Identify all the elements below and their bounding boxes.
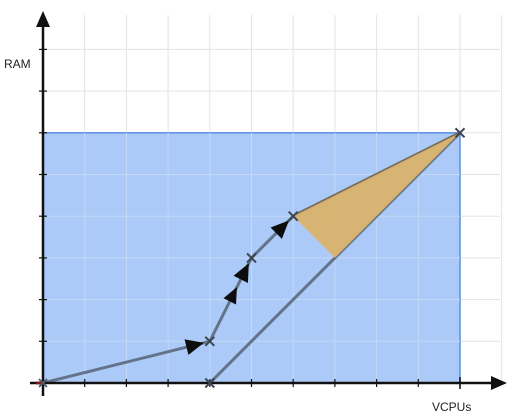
y-axis-label: RAM (4, 57, 31, 71)
point-marker-x (287, 210, 299, 222)
start-marker-cross (38, 378, 48, 388)
point-markers (36, 127, 466, 389)
point-marker-x (204, 377, 216, 389)
path-arrowhead-mid (223, 287, 237, 305)
path-arrowhead (184, 339, 204, 355)
point-marker-x (454, 127, 466, 139)
highlight-triangle (293, 132, 460, 258)
path-arrowhead (233, 263, 249, 283)
triangle-shape (293, 132, 460, 258)
point-marker-x (204, 336, 216, 347)
x-axis-label: VCPUs (432, 400, 471, 414)
path-arrows (184, 220, 289, 355)
y-axis-arrowhead (36, 11, 50, 27)
path-arrowhead (270, 220, 289, 239)
point-marker-x (246, 252, 257, 264)
axes (30, 11, 507, 396)
x-axis-arrowhead (491, 376, 507, 390)
axis-ticks (39, 48, 461, 389)
